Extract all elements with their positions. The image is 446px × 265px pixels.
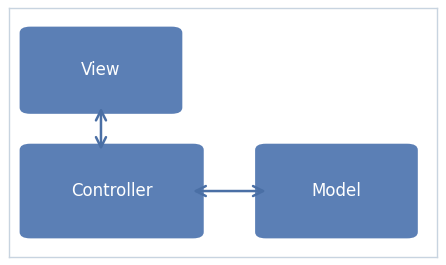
FancyBboxPatch shape xyxy=(20,26,182,114)
Text: Controller: Controller xyxy=(71,182,153,200)
FancyBboxPatch shape xyxy=(255,144,418,238)
FancyBboxPatch shape xyxy=(20,144,204,238)
Text: Model: Model xyxy=(311,182,361,200)
Text: View: View xyxy=(81,61,121,79)
